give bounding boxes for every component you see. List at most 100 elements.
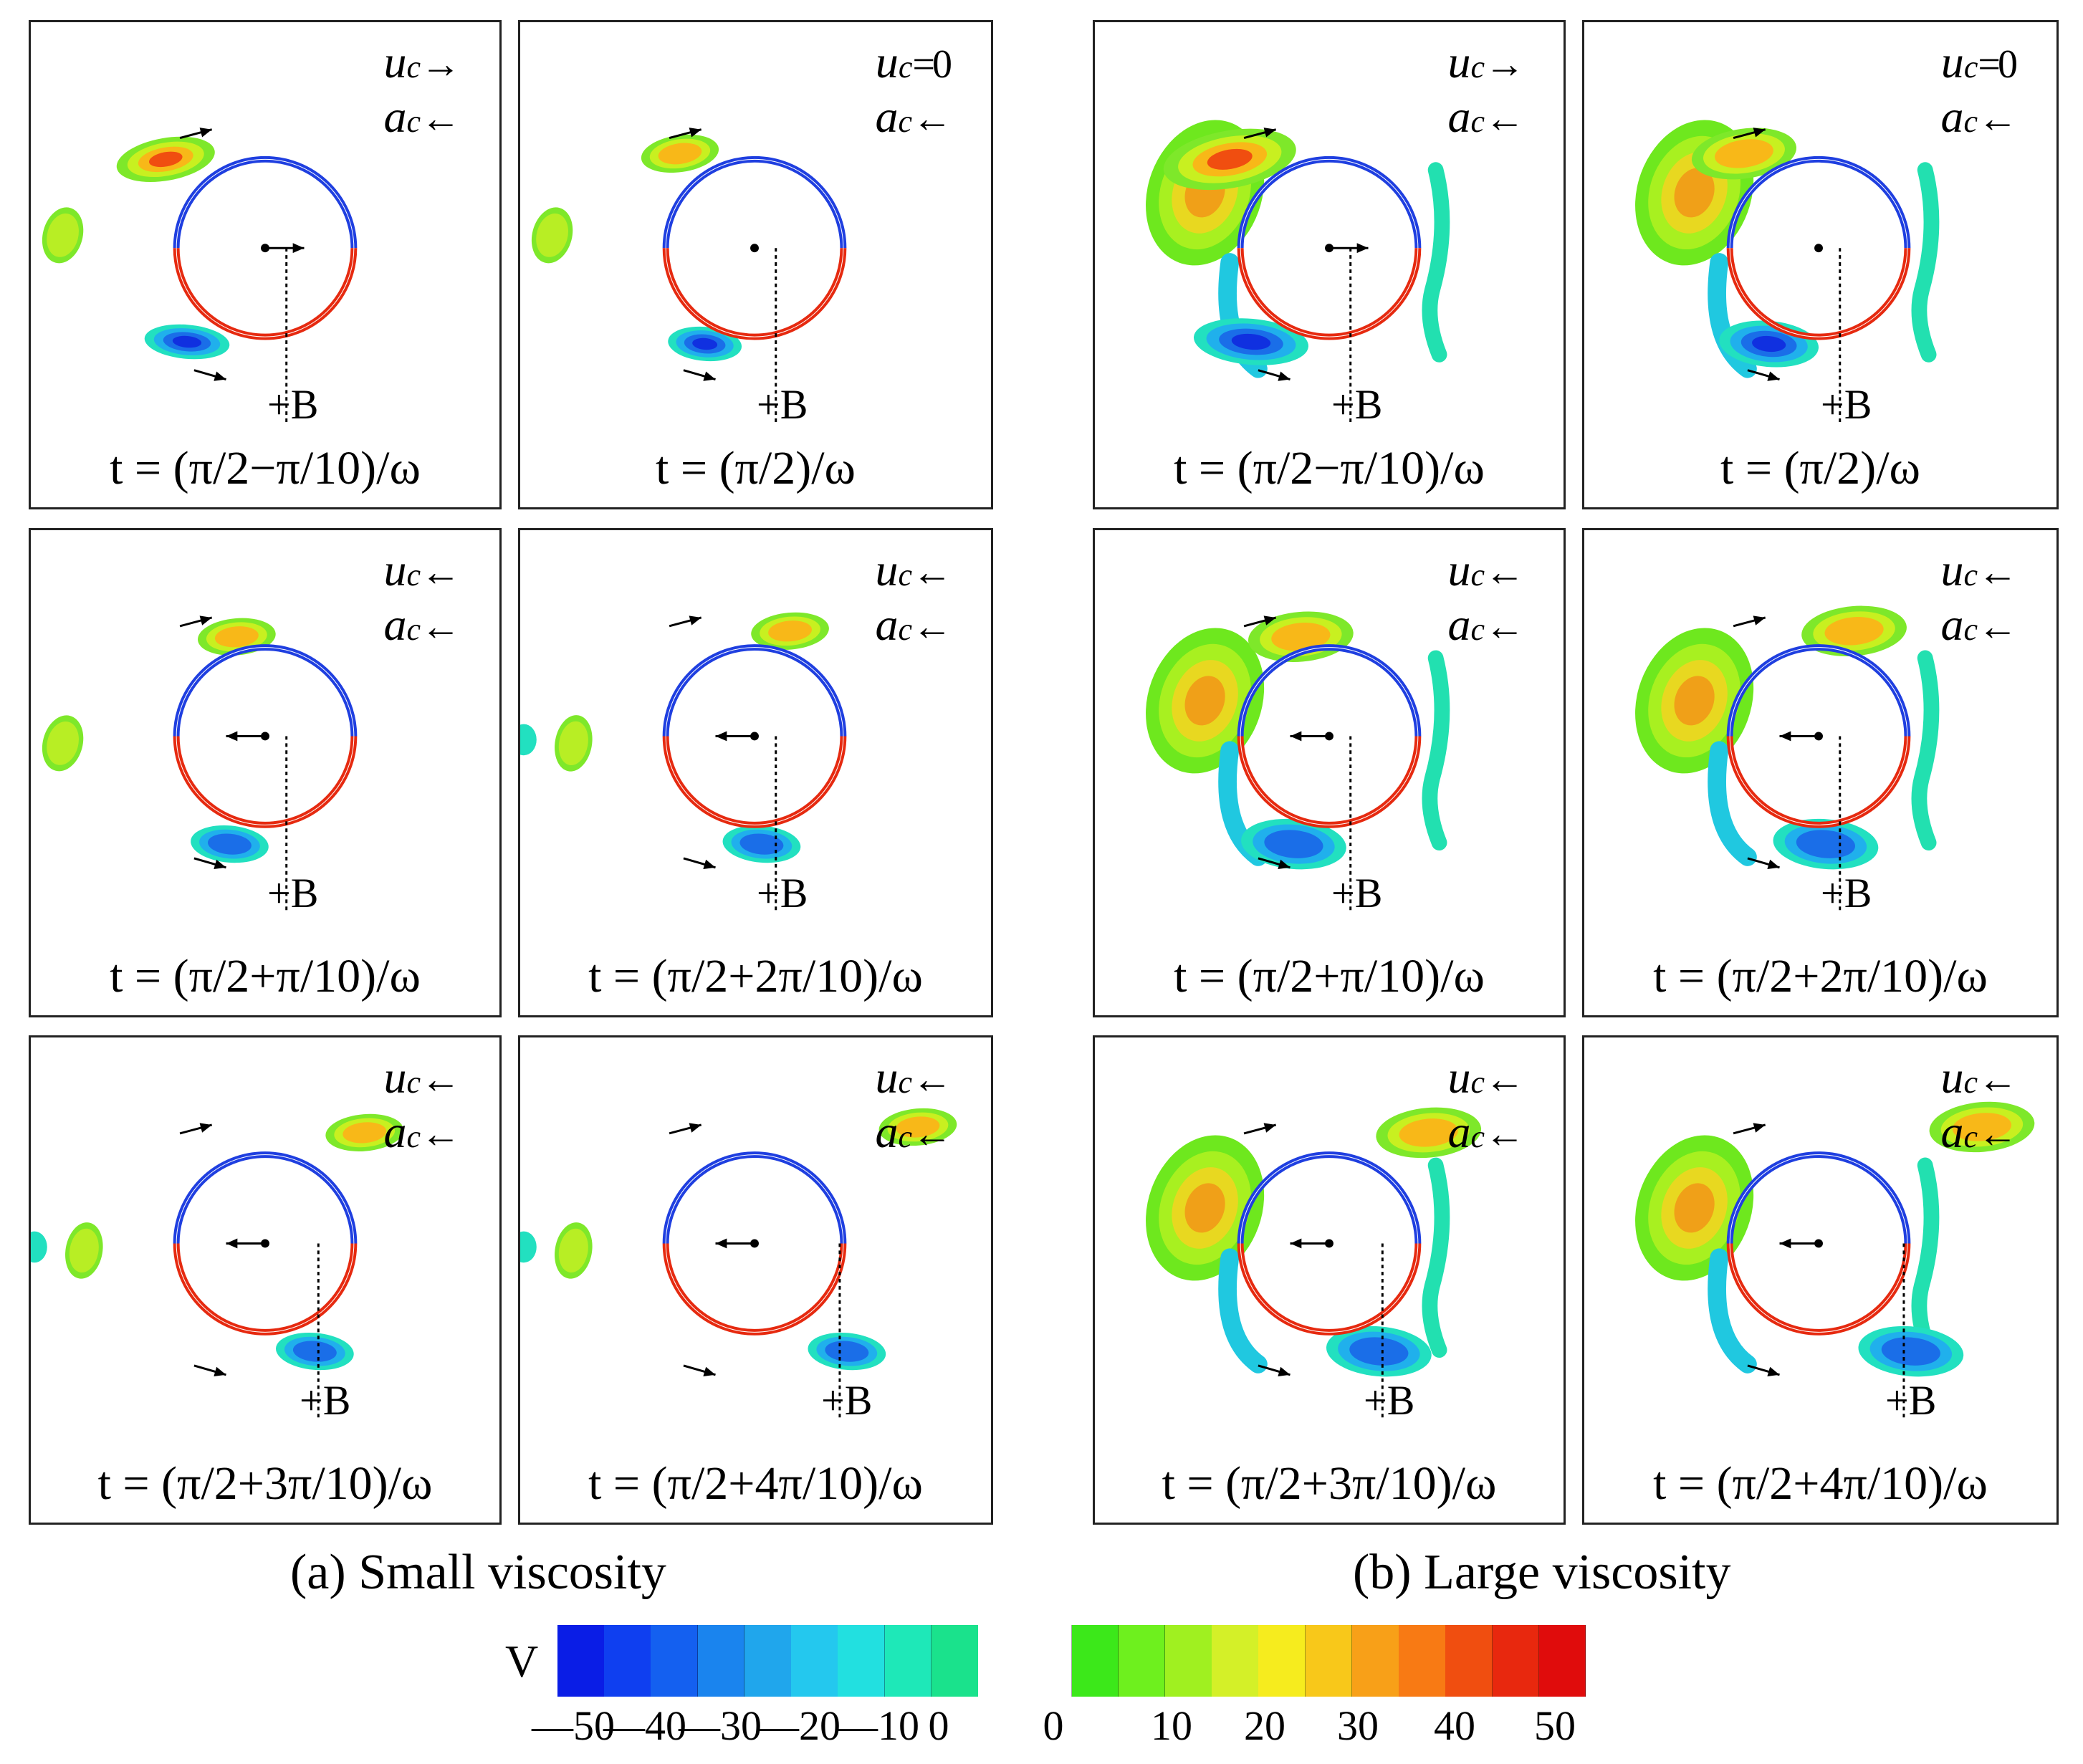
cylinder-top-layer: [173, 644, 358, 737]
shed-vortex: [65, 1222, 103, 1279]
cylinder-bottom-layer: [1726, 736, 1911, 828]
cylinder-top-layer: [173, 155, 358, 249]
colorbar-cell: [1351, 1625, 1399, 1697]
top-vortex: [116, 136, 215, 183]
panel-large-3: uc← ac← +B t = (π/2+π/10)/ω: [1093, 528, 1566, 1017]
panel-large-2: uc=0 ac← +B t = (π/2)/ω: [1582, 20, 2059, 509]
bottom-vortex: [1193, 318, 1309, 365]
flow-arrow: [179, 1123, 213, 1135]
time-label: t = (π/2)/ω: [1720, 442, 1920, 494]
cylinder-bottom-layer: [173, 1243, 358, 1336]
colorbar-cell: [1025, 1625, 1072, 1697]
top-vortex: [1163, 128, 1296, 191]
center-dot: [1814, 732, 1823, 741]
b-field-label: +B: [821, 1377, 873, 1424]
u-c-label: uc←: [383, 1052, 461, 1103]
colorbar-tick-label: 10: [1151, 1702, 1192, 1749]
colorbar-cell: [1538, 1625, 1586, 1697]
time-label: t = (π/2+2π/10)/ω: [1653, 950, 1988, 1002]
u-c-label: uc→: [1447, 37, 1525, 87]
shed-vortex: [520, 1231, 537, 1263]
colorbar-cell: [1258, 1625, 1306, 1697]
bottom-vortex: [144, 324, 230, 360]
colorbar-cell: [651, 1625, 699, 1697]
time-label: t = (π/2)/ω: [656, 442, 856, 494]
colorbar-cell: [978, 1625, 1025, 1697]
flow-arrow: [1733, 128, 1766, 140]
flow-arrow: [1747, 369, 1780, 381]
flow-field: [1635, 605, 1940, 911]
b-field-label: +B: [1331, 870, 1383, 916]
caption-small-viscosity: (a) Small viscosity: [290, 1545, 666, 1600]
time-label: t = (π/2+4π/10)/ω: [588, 1457, 923, 1510]
colorbar-cell: [838, 1625, 886, 1697]
a-c-label: ac←: [1447, 91, 1525, 142]
shed-vortex: [42, 715, 84, 772]
velocity-arrow: [226, 1238, 265, 1249]
flow-arrow: [1258, 369, 1290, 381]
bottom-vortex: [722, 825, 801, 863]
flow-field: [1146, 611, 1450, 911]
a-c-label: ac←: [1940, 599, 2018, 650]
flow-arrow: [1243, 128, 1277, 140]
cylinder-outline: [176, 647, 355, 825]
panel-small-6: uc← ac← +B t = (π/2+4π/10)/ω: [518, 1035, 993, 1525]
bottom-vortex: [808, 1332, 886, 1371]
cylinder-top-layer: [1237, 1151, 1422, 1244]
time-label: t = (π/2+π/10)/ω: [110, 950, 421, 1002]
velocity-arrow: [226, 731, 265, 742]
velocity-arrow: [715, 731, 755, 742]
u-c-label: uc←: [1940, 545, 2018, 595]
a-c-label: ac←: [875, 1106, 952, 1157]
panel-large-6: uc← ac← +B t = (π/2+4π/10)/ω: [1582, 1035, 2059, 1525]
b-field-label: +B: [1821, 381, 1872, 428]
center-dot: [1814, 1239, 1823, 1248]
colorbar-cell: [604, 1625, 651, 1697]
colorbar-tick-label: 50: [1534, 1702, 1576, 1749]
cylinder-bottom-layer: [662, 248, 847, 340]
b-field-label: +B: [267, 870, 319, 916]
cylinder-top-layer: [662, 155, 847, 249]
flow-arrow: [179, 128, 213, 140]
flow-arrow: [193, 1364, 226, 1377]
flow-arrow: [683, 857, 716, 870]
flow-field: [42, 128, 358, 422]
cylinder-outline: [1729, 647, 1908, 825]
panel-large-5: uc← ac← +B t = (π/2+3π/10)/ω: [1093, 1035, 1566, 1525]
b-field-label: +B: [1364, 1377, 1415, 1424]
top-vortex: [751, 612, 829, 650]
cylinder-top-layer: [1726, 644, 1911, 737]
b-field-label: +B: [1821, 870, 1872, 916]
shed-vortex: [31, 1231, 47, 1263]
colorbar-cell: [557, 1625, 605, 1697]
bottom-vortex: [1241, 818, 1346, 870]
u-c-label: uc←: [1447, 545, 1525, 595]
flow-arrow: [193, 369, 226, 381]
top-vortex: [1801, 605, 1907, 657]
colorbar-tick-label: —30: [679, 1702, 762, 1749]
flow-field: [1635, 1101, 2035, 1418]
a-c-label: ac←: [383, 599, 461, 650]
shed-vortex: [531, 207, 573, 264]
time-label: t = (π/2+4π/10)/ω: [1653, 1457, 1988, 1510]
colorbar-cell: [1071, 1625, 1119, 1697]
cylinder-bottom-layer: [662, 1243, 847, 1336]
b-field-label: +B: [300, 1377, 351, 1424]
shed-vortex: [555, 1222, 593, 1279]
top-vortex: [1248, 611, 1354, 662]
top-vortex: [1691, 128, 1796, 180]
cylinder-outline: [665, 1154, 844, 1333]
cylinder-outline: [1240, 1154, 1419, 1333]
b-field-label: +B: [1331, 381, 1383, 428]
u-c-label: uc←: [1940, 1052, 2018, 1103]
flow-arrow: [1747, 1364, 1780, 1377]
flow-field: [1146, 1107, 1482, 1418]
flow-arrow: [1258, 857, 1290, 870]
b-field-label: +B: [1885, 1377, 1937, 1424]
flow-arrow: [669, 615, 702, 628]
flow-arrow: [683, 1364, 716, 1377]
colorbar-tick-label: 20: [1244, 1702, 1285, 1749]
a-c-label: ac←: [1447, 599, 1525, 650]
colorbar-cell: [1399, 1625, 1446, 1697]
